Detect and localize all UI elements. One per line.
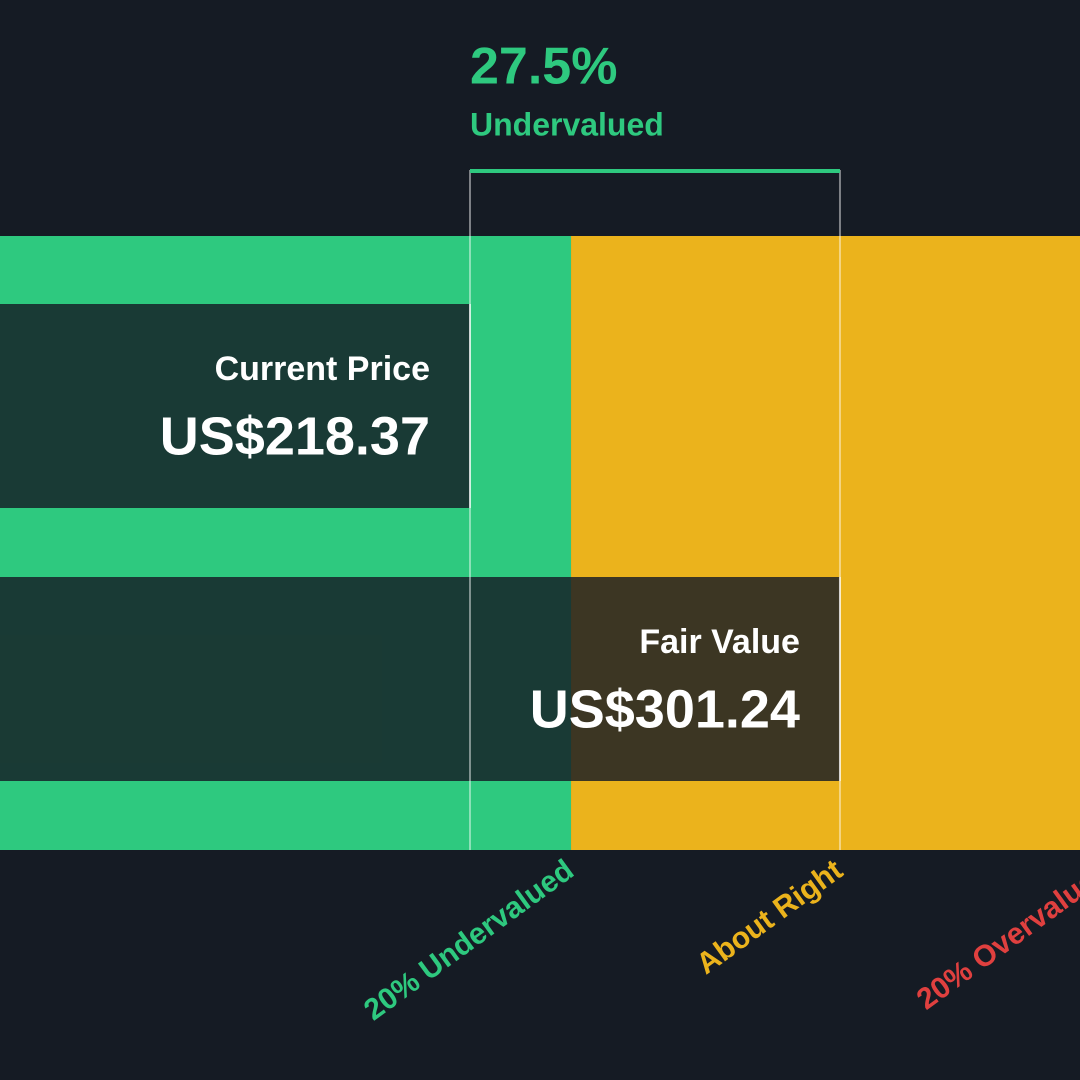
bar-category: Fair Value [639,623,800,661]
bar-value-label: US$301.24 [530,679,800,739]
headline-value: 27.5% [470,38,617,96]
bar [0,304,470,508]
bar [0,577,840,781]
headline-text: Undervalued [470,106,664,142]
bar-value-label: US$218.37 [160,406,430,466]
bar-category: Current Price [215,350,430,388]
